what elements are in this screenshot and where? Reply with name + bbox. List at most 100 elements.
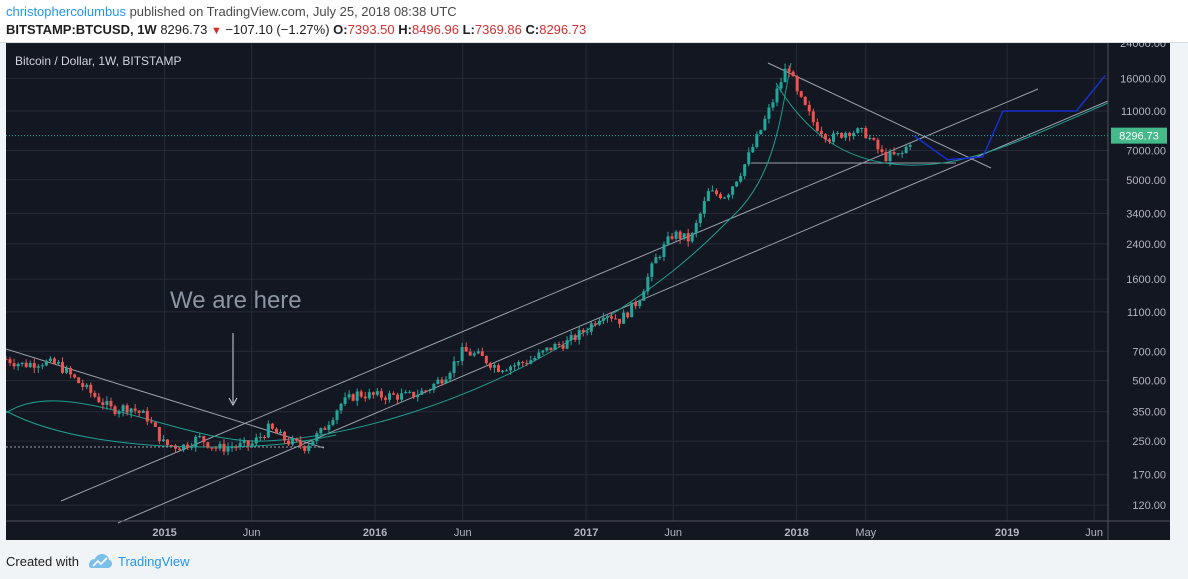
candle-up	[452, 361, 456, 373]
candle-down	[557, 343, 561, 345]
candle-up	[694, 222, 698, 234]
candle-down	[186, 444, 190, 448]
candle-up	[315, 433, 319, 442]
candle-down	[351, 394, 355, 401]
candle-down	[97, 396, 101, 403]
candle-up	[65, 367, 69, 373]
candle-down	[392, 393, 396, 395]
candle-up	[537, 352, 541, 359]
candle-up	[565, 340, 569, 349]
price-tick-label: 170.00	[1132, 470, 1166, 482]
candle-down	[840, 132, 844, 138]
candle-up	[400, 393, 404, 400]
candle-up	[355, 391, 359, 401]
candle-down	[363, 396, 367, 399]
candle-down	[718, 194, 722, 199]
candle-up	[605, 316, 609, 318]
last-price: 8296.73	[160, 22, 208, 37]
chart-title: Bitcoin / Dollar, 1W, BITSTAMP	[15, 54, 182, 68]
candles	[6, 63, 912, 456]
candle-up	[335, 410, 339, 420]
candle-up	[904, 146, 908, 153]
chart-background	[6, 43, 1170, 540]
time-tick-label: 2017	[574, 527, 598, 539]
candle-up	[908, 144, 912, 147]
price-tick-label: 11000.00	[1121, 106, 1166, 118]
candle-up	[242, 440, 246, 443]
candle-up	[420, 390, 424, 395]
candle-up	[690, 233, 694, 242]
candle-up	[779, 82, 783, 89]
time-tick-label: Jun	[664, 527, 682, 539]
candle-up	[190, 446, 194, 448]
candle-down	[32, 362, 36, 368]
candle-up	[541, 350, 545, 353]
candle-down	[573, 335, 577, 340]
candle-up	[650, 263, 654, 277]
candle-up	[585, 331, 589, 333]
candle-up	[347, 394, 351, 398]
candle-down	[819, 130, 823, 135]
candle-up	[436, 379, 440, 384]
candle-up	[408, 391, 412, 393]
candle-down	[807, 104, 811, 112]
candle-up	[331, 419, 335, 425]
candle-up	[375, 391, 379, 395]
candle-up	[759, 129, 763, 135]
candle-down	[811, 111, 815, 123]
candle-up	[731, 186, 735, 195]
candle-up	[278, 431, 282, 434]
candle-down	[359, 391, 363, 397]
time-tick-label: 2015	[152, 527, 176, 539]
tradingview-link[interactable]: TradingView	[118, 554, 190, 569]
candle-up	[387, 393, 391, 400]
price-tick-label: 700.00	[1132, 346, 1166, 358]
candle-down	[521, 362, 525, 364]
candle-down	[884, 151, 888, 162]
close-value: 8296.73	[539, 22, 587, 37]
candle-up	[367, 392, 371, 399]
candle-down	[581, 330, 585, 333]
candle-up	[702, 201, 706, 214]
candle-up	[658, 256, 662, 258]
candle-down	[69, 367, 73, 375]
candle-up	[505, 370, 509, 372]
time-tick-label: Jun	[454, 527, 472, 539]
candle-up	[319, 428, 323, 434]
candle-up	[900, 152, 904, 154]
time-tick-label: May	[855, 527, 876, 539]
candle-down	[170, 445, 174, 447]
high-value: 8496.96	[411, 22, 459, 37]
last-price-badge	[1111, 127, 1167, 144]
candle-up	[226, 447, 230, 452]
candle-down	[803, 96, 807, 105]
price-tick-label: 1100.00	[1127, 307, 1166, 319]
price-axis[interactable]: 24000.00 16000.00 11000.00 7000.00 5000.00 34…	[1107, 43, 1170, 540]
author-link[interactable]: christophercolumbus	[6, 4, 126, 19]
candle-down	[827, 139, 831, 142]
candle-down	[157, 426, 161, 442]
candle-up	[666, 236, 670, 245]
candle-down	[270, 423, 274, 429]
price-tick-label: 5000.00	[1126, 175, 1166, 187]
downtrend-line-2014	[6, 348, 325, 449]
candle-up	[888, 152, 892, 162]
candle-down	[109, 400, 113, 407]
candle-up	[630, 302, 634, 318]
candle-up	[868, 137, 872, 139]
candle-down	[246, 440, 250, 446]
time-axis[interactable]: 2015 Jun 2016 Jun 2017 Jun 2018 May 2019 Jun	[6, 520, 1170, 539]
candle-down	[634, 302, 638, 307]
candle-down	[815, 122, 819, 131]
candle-down	[468, 351, 472, 356]
price-chart[interactable]: 24000.00 16000.00 11000.00 7000.00 5000.00 34…	[6, 43, 1170, 540]
candle-down	[480, 351, 484, 356]
candle-up	[739, 175, 743, 182]
open-label: O:	[333, 22, 348, 37]
candle-up	[763, 118, 767, 130]
open-value: 7393.50	[347, 22, 395, 37]
candle-down	[299, 440, 303, 447]
candle-down	[133, 408, 137, 411]
candle-down	[876, 139, 880, 150]
price-tick-label: 250.00	[1132, 436, 1166, 448]
